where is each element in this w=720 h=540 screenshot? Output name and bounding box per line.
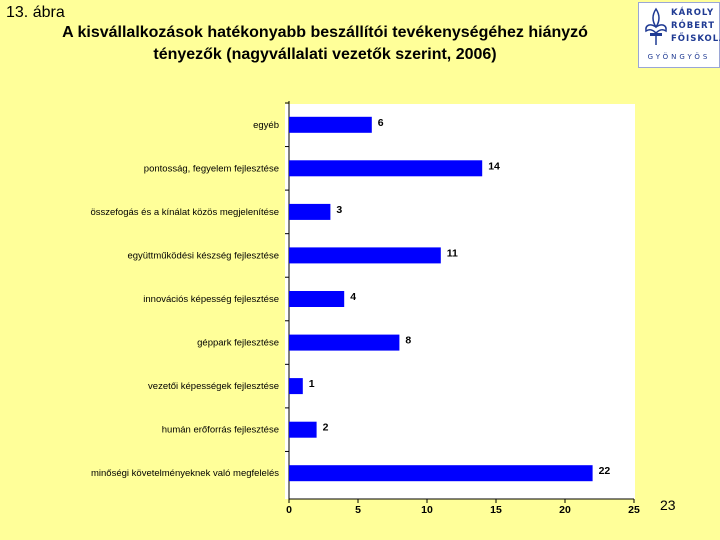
data-label: 1	[309, 378, 315, 390]
category-label: egyéb	[253, 120, 279, 131]
x-tick-label: 5	[355, 504, 361, 516]
bar-0	[289, 116, 372, 133]
bar-1	[289, 160, 483, 177]
data-label: 22	[599, 465, 611, 477]
bar-8	[289, 465, 593, 482]
data-label: 2	[323, 422, 329, 434]
bar-7	[289, 421, 317, 438]
bar-6	[289, 378, 303, 395]
logo-text-line-3: FŐISKOLA	[671, 34, 720, 44]
bar-3	[289, 247, 441, 264]
data-label: 4	[350, 291, 356, 303]
chart-title: A kisvállalkozások hatékonyabb beszállít…	[0, 22, 650, 66]
figure-label: 13. ábra	[6, 4, 65, 21]
bar-4	[289, 291, 345, 307]
data-label: 11	[447, 247, 458, 259]
data-label: 3	[336, 204, 342, 216]
logo-text-line-1: KÁROLY	[671, 8, 715, 18]
institution-logo: KÁROLY RÓBERT FŐISKOLA GYÖNGYÖS	[638, 2, 720, 68]
bar-5	[289, 334, 400, 351]
logo-city: GYÖNGYÖS	[647, 53, 711, 61]
data-label: 6	[378, 117, 384, 129]
category-label: összefogás és a kínálat közös megjelenít…	[90, 207, 279, 218]
data-label: 8	[405, 335, 411, 347]
data-label: 14	[488, 160, 500, 172]
x-tick-label: 15	[490, 504, 502, 516]
fleur-de-lis-icon	[645, 7, 667, 45]
x-tick-label: 10	[421, 504, 433, 516]
x-tick-label: 25	[628, 504, 640, 516]
category-label: humán erőforrás fejlesztése	[162, 425, 279, 436]
chart-title-line-1: A kisvállalkozások hatékonyabb beszállít…	[62, 24, 588, 41]
category-label: együttműködési készség fejlesztése	[127, 250, 279, 261]
x-tick-label: 0	[286, 504, 292, 516]
category-label: géppark fejlesztése	[197, 338, 279, 349]
category-label: pontosság, fegyelem fejlesztése	[144, 163, 279, 174]
chart-title-line-2: tényezők (nagyvállalati vezetők szerint,…	[153, 46, 497, 63]
category-label: minőségi követelményeknek való megfelelé…	[91, 468, 279, 479]
page-number: 23	[660, 497, 676, 513]
bar-2	[289, 203, 331, 220]
logo-text-line-2: RÓBERT	[671, 21, 716, 31]
x-tick-label: 20	[559, 504, 571, 516]
category-label: innovációs képesség fejlesztése	[143, 294, 279, 305]
category-label: vezetői képességek fejlesztése	[148, 381, 279, 392]
